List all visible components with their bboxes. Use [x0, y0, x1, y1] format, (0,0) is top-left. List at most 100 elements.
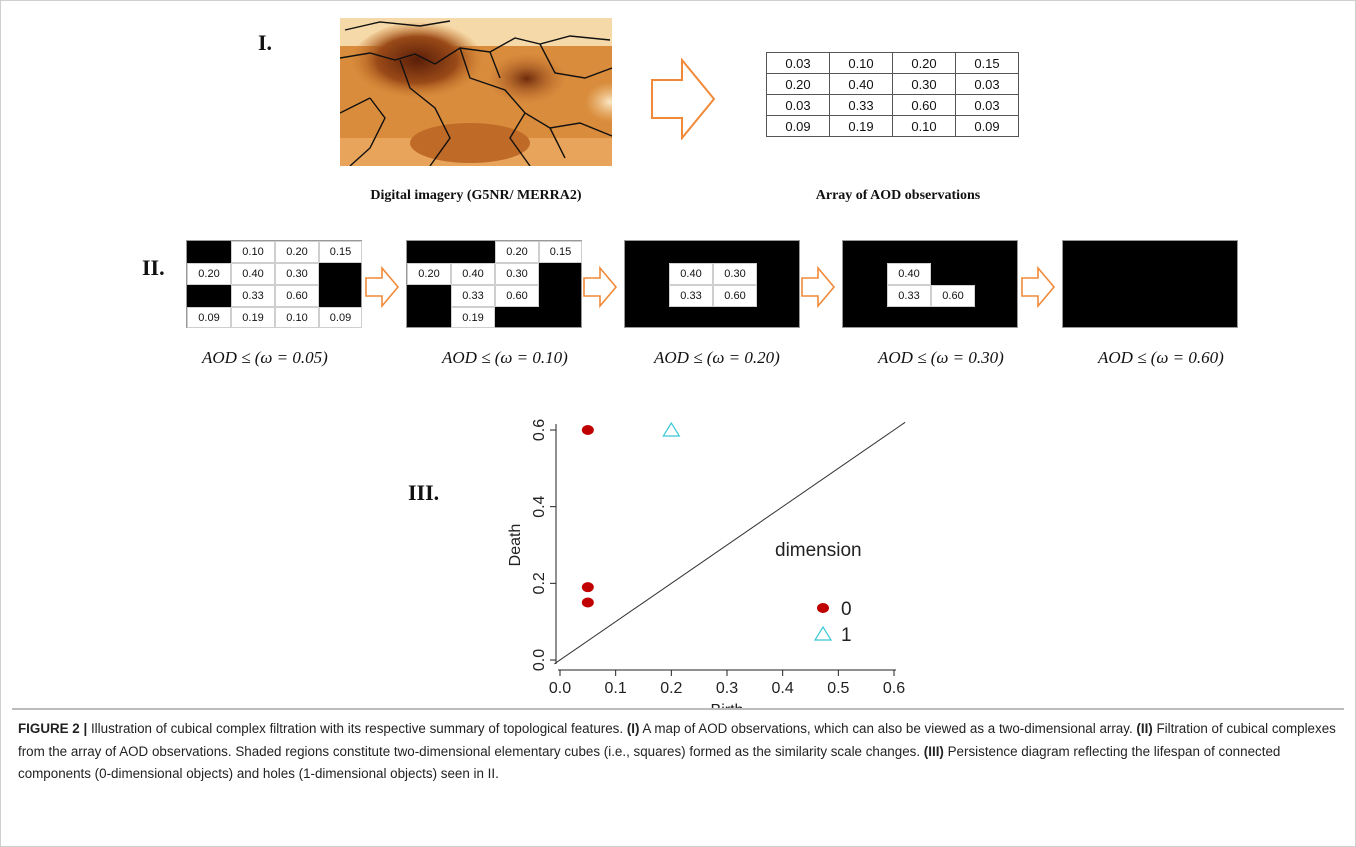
table-cell: 0.20 [892, 52, 956, 74]
grid-cell: 0.33 [669, 285, 713, 307]
filtration-grid-step-3: 0.40 0.30 0.33 0.60 [624, 240, 800, 328]
grid-cell: 0.60 [495, 285, 539, 307]
plot-marks [581, 421, 681, 608]
table-cell: 0.20 [766, 73, 830, 95]
arrow-right-icon [801, 266, 836, 308]
table-row: 0.09 0.19 0.10 0.09 [766, 115, 1019, 137]
legend-label: 1 [841, 625, 852, 646]
persistence-diagram: 0.0 0.1 0.2 0.3 0.4 0.5 0.6 0.0 0.2 0.4 0.6 Birth De… [507, 419, 906, 710]
grid-cell: 0.15 [319, 241, 362, 263]
y-tick-label: 0.6 [531, 419, 548, 441]
table-cell: 0.30 [892, 73, 956, 95]
table-cell: 0.09 [955, 115, 1019, 137]
caption-part-text: Filtration of cubical complexes from the… [18, 721, 1336, 759]
table-caption: Array of AOD observations [815, 188, 981, 203]
diagonal-line [554, 421, 906, 665]
filtration-grid-step-5 [1062, 240, 1238, 328]
filtration-grid-step-4: 0.40 0.33 0.60 [842, 240, 1018, 328]
x-tick-label: 0.2 [660, 680, 682, 697]
grid-cell: 0.15 [539, 241, 582, 263]
step-label: AOD ≤ (ω = 0.30) [878, 348, 1004, 367]
caption-part-label: (I) [626, 721, 640, 736]
grid-cell: 0.30 [495, 263, 539, 285]
figure-caption: FIGURE 2 | Illustration of cubical compl… [18, 718, 1338, 786]
grid-cell: 0.10 [275, 307, 319, 328]
grid-cell: 0.40 [231, 263, 275, 285]
legend-marker [813, 625, 833, 641]
step-label: AOD ≤ (ω = 0.05) [202, 348, 328, 367]
dimension-0-point [581, 582, 594, 593]
dimension-0-point [581, 597, 594, 608]
caption-divider [12, 708, 1344, 710]
grid-cell: 0.20 [187, 263, 231, 285]
legend-marker [817, 603, 829, 613]
caption-part-text: A map of AOD observations, which can als… [639, 721, 1137, 736]
figure-label: FIGURE 2 | [18, 721, 88, 736]
grid-cell: 0.30 [713, 263, 757, 285]
table-cell: 0.15 [955, 52, 1019, 74]
caption-part-text: Persistence diagram reflecting the lifes… [18, 743, 1281, 782]
caption-part-label: (II) [1136, 721, 1153, 736]
aod-array-table: 0.03 0.10 0.20 0.15 0.20 0.40 0.30 0.03 … [766, 52, 1019, 137]
y-tick-label: 0.0 [531, 649, 548, 671]
grid-cell: 0.33 [451, 285, 495, 307]
y-tick-label: 0.4 [531, 495, 548, 517]
caption-intro: Illustration of cubical complex filtrati… [87, 721, 627, 736]
x-axis-label: Birth [711, 702, 744, 710]
grid-cell: 0.09 [187, 307, 231, 328]
table-cell: 0.60 [892, 94, 956, 116]
y-axis-label: Death [507, 524, 524, 567]
filtration-grid-step-2: 0.20 0.15 0.20 0.40 0.30 0.33 0.60 0.19 [406, 240, 582, 328]
grid-cell: 0.10 [231, 241, 275, 263]
grid-cell: 0.33 [887, 285, 931, 307]
table-cell: 0.33 [829, 94, 893, 116]
table-cell: 0.19 [829, 115, 893, 137]
table-row: 0.03 0.33 0.60 0.03 [766, 94, 1019, 116]
x-tick-label: 0.5 [827, 680, 849, 697]
dimension-1-point [662, 421, 681, 437]
grid-cell: 0.20 [495, 241, 539, 263]
plot-axes: 0.0 0.1 0.2 0.3 0.4 0.5 0.6 0.0 0.2 0.4 0.6 Birth De… [507, 419, 906, 710]
grid-cell: 0.19 [451, 307, 495, 328]
section-II-label: II. [142, 255, 165, 280]
grid-cell: 0.09 [319, 307, 362, 328]
table-row: 0.03 0.10 0.20 0.15 [766, 52, 1019, 74]
table-cell: 0.03 [955, 73, 1019, 95]
grid-cell: 0.40 [669, 263, 713, 285]
table-cell: 0.03 [955, 94, 1019, 116]
table-cell: 0.03 [766, 94, 830, 116]
filtration-grid-step-1: 0.10 0.20 0.15 0.20 0.40 0.30 0.33 0.60 … [186, 240, 362, 328]
arrow-right-icon [583, 266, 618, 308]
legend-title: dimension [775, 540, 862, 561]
grid-cell: 0.20 [275, 241, 319, 263]
table-cell: 0.09 [766, 115, 830, 137]
caption-part-label: (III) [923, 743, 944, 759]
step-label: AOD ≤ (ω = 0.60) [1098, 348, 1224, 367]
grid-cell: 0.19 [231, 307, 275, 328]
arrow-right-icon [651, 58, 716, 140]
plot-legend: dimension 0 1 [775, 540, 862, 646]
arrow-right-icon [365, 266, 400, 308]
aod-map-image [340, 18, 612, 166]
grid-cell: 0.60 [931, 285, 975, 307]
x-tick-label: 0.0 [549, 680, 571, 697]
legend-label: 0 [841, 599, 852, 620]
step-label: AOD ≤ (ω = 0.20) [654, 348, 780, 367]
section-I-label: I. [258, 30, 273, 55]
table-cell: 0.03 [766, 52, 830, 74]
x-tick-label: 0.6 [883, 680, 905, 697]
table-cell: 0.10 [892, 115, 956, 137]
arrow-right-icon [1021, 266, 1056, 308]
section-III-label: III. [408, 480, 440, 505]
table-cell: 0.40 [829, 73, 893, 95]
grid-cell: 0.30 [275, 263, 319, 285]
grid-cell: 0.40 [887, 263, 931, 285]
table-row: 0.20 0.40 0.30 0.03 [766, 73, 1019, 95]
dimension-0-point [581, 425, 594, 435]
grid-cell: 0.60 [713, 285, 757, 307]
grid-cell: 0.60 [275, 285, 319, 307]
grid-cell: 0.40 [451, 263, 495, 285]
x-tick-label: 0.3 [716, 680, 738, 697]
x-tick-label: 0.4 [772, 680, 794, 697]
grid-cell: 0.33 [231, 285, 275, 307]
